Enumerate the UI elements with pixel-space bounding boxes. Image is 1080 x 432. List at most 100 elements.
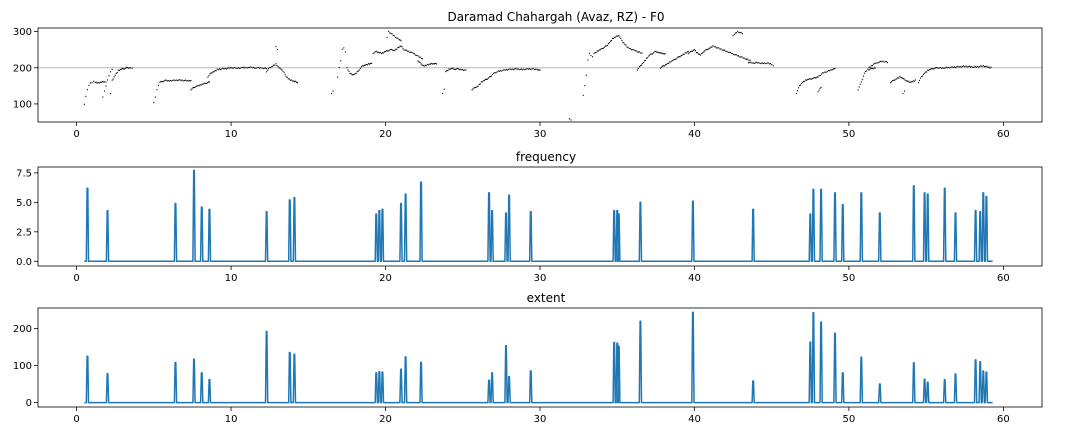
- f0-point: [449, 68, 451, 71]
- f0-point: [639, 51, 641, 53]
- f0-point: [200, 84, 202, 86]
- f0-point: [389, 49, 391, 51]
- f0-point: [959, 65, 961, 68]
- f0-x-tick-label: 40: [688, 129, 701, 140]
- f0-point: [967, 65, 969, 68]
- f0-point: [162, 80, 164, 83]
- f0-point: [340, 60, 342, 62]
- f0-point: [428, 63, 430, 65]
- f0-point: [274, 64, 276, 66]
- f0-axes-frame: [37, 27, 1043, 123]
- f0-point: [202, 83, 204, 85]
- f0-point: [443, 88, 445, 90]
- f0-point: [661, 66, 663, 68]
- f0-point: [664, 65, 666, 67]
- f0-contour-segment: [266, 63, 298, 84]
- f0-point: [880, 60, 882, 62]
- f0-point: [386, 36, 388, 39]
- f0-point: [944, 67, 946, 69]
- f0-point: [662, 53, 664, 55]
- f0-point: [330, 92, 332, 95]
- f0-point: [893, 79, 895, 81]
- f0-point: [897, 77, 899, 79]
- f0-point: [458, 68, 460, 71]
- f0-point: [277, 65, 279, 67]
- f0-point: [857, 89, 859, 91]
- f0-point: [704, 50, 706, 52]
- f0-point: [802, 81, 804, 84]
- f0-x-tick-label: 30: [534, 129, 547, 140]
- f0-point: [766, 62, 768, 64]
- f0-point: [724, 49, 726, 51]
- f0-point: [266, 68, 268, 70]
- f0-point: [815, 77, 817, 79]
- f0-point: [524, 69, 526, 71]
- f0-point: [172, 79, 174, 82]
- f0-point: [115, 72, 117, 74]
- f0-point: [372, 53, 374, 55]
- f0-point: [474, 86, 476, 89]
- f0-point: [663, 65, 665, 67]
- f0-point: [824, 71, 826, 73]
- f0-point: [98, 82, 100, 84]
- f0-point: [385, 50, 387, 53]
- f0-point: [420, 63, 422, 65]
- f0-point: [369, 63, 371, 65]
- f0-point: [289, 79, 291, 81]
- f0-point: [616, 35, 618, 37]
- f0-point: [701, 52, 703, 55]
- f0-point: [370, 62, 372, 65]
- f0-point: [456, 67, 458, 70]
- f0-point: [681, 54, 683, 56]
- f0-point: [737, 55, 739, 57]
- f0-point: [890, 82, 892, 84]
- f0-point: [737, 30, 739, 32]
- f0-point: [925, 71, 927, 73]
- f0-point: [258, 67, 260, 69]
- f0-point: [717, 47, 719, 49]
- extent-x-tick-label: 60: [997, 414, 1010, 425]
- f0-point: [619, 36, 621, 38]
- f0-point: [281, 69, 283, 71]
- f0-point: [460, 69, 462, 71]
- f0-point: [195, 85, 197, 88]
- f0-point: [189, 79, 191, 82]
- f0-x-tick-label: 20: [379, 129, 392, 140]
- f0-point: [955, 66, 957, 69]
- f0-point: [119, 68, 121, 71]
- f0-point: [455, 68, 457, 70]
- f0-point: [699, 53, 701, 55]
- f0-point: [415, 54, 417, 56]
- f0-point: [707, 48, 709, 51]
- f0-point: [235, 67, 237, 69]
- f0-point: [276, 48, 278, 51]
- f0-point: [871, 64, 873, 67]
- f0-point: [873, 63, 875, 65]
- frequency-data-layer: [84, 169, 993, 263]
- f0-point: [275, 63, 277, 65]
- f0-point: [624, 43, 626, 46]
- f0-point: [461, 68, 463, 71]
- f0-point: [917, 82, 919, 84]
- f0-point: [380, 52, 382, 55]
- f0-point: [937, 67, 939, 69]
- f0-x-tick-label: 10: [225, 129, 238, 140]
- f0-point: [760, 62, 762, 64]
- f0-point: [728, 51, 730, 54]
- f0-contour-segment: [659, 50, 689, 69]
- f0-point: [436, 63, 438, 65]
- f0-point: [899, 75, 901, 77]
- f0-point: [538, 69, 540, 71]
- f0-point: [901, 77, 903, 79]
- f0-point: [198, 85, 200, 87]
- f0-point: [866, 70, 868, 72]
- f0-point: [419, 56, 421, 58]
- f0-point: [663, 52, 665, 55]
- f0-point: [722, 49, 724, 51]
- f0-point: [244, 67, 246, 69]
- f0-point: [587, 59, 589, 61]
- f0-point: [602, 47, 604, 49]
- f0-point: [597, 50, 599, 52]
- f0-point: [539, 69, 541, 71]
- f0-point: [495, 72, 497, 74]
